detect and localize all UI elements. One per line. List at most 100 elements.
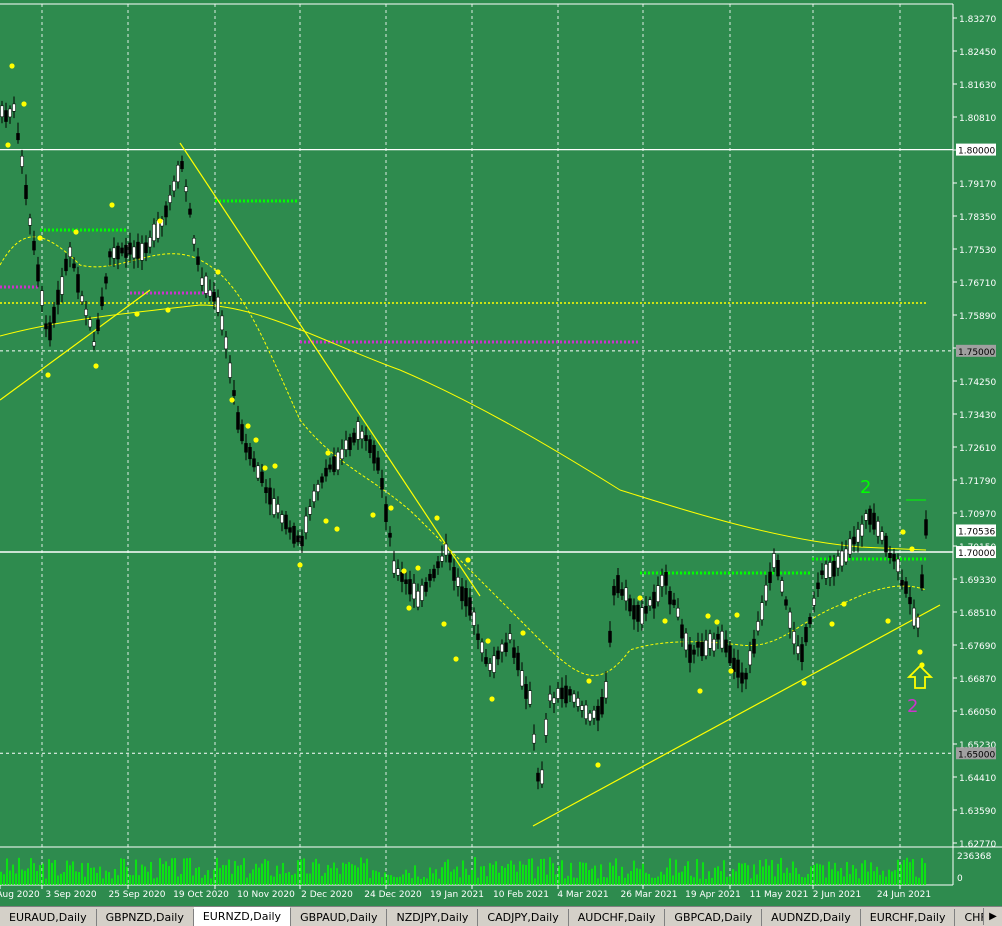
tab-audnzd[interactable]: AUDNZD,Daily <box>762 909 861 926</box>
candle-body <box>204 275 208 294</box>
candle-body <box>624 587 628 602</box>
fractal-dot <box>5 142 11 148</box>
candle-body <box>24 185 28 199</box>
date-axis-label: 26 Mar 2021 <box>620 890 677 900</box>
candle-body <box>608 630 612 643</box>
candle-body <box>760 602 764 621</box>
candle-body <box>92 341 96 347</box>
candle-body <box>40 290 44 306</box>
tab-eurchf[interactable]: EURCHF,Daily <box>861 909 956 926</box>
candle-body <box>792 631 796 645</box>
candle-body <box>844 548 848 563</box>
candle-body <box>236 412 240 430</box>
candle-body <box>352 432 356 443</box>
tab-nzdjpy[interactable]: NZDJPY,Daily <box>387 909 479 926</box>
candle-body <box>732 657 736 672</box>
candle-body <box>696 641 700 648</box>
candle-body <box>604 681 608 699</box>
candle-body <box>276 504 280 513</box>
candle-body <box>448 554 452 563</box>
price-axis-label: 1.74250 <box>959 378 996 388</box>
candle-body <box>72 263 76 269</box>
tab-euraud[interactable]: EURAUD,Daily <box>0 909 97 926</box>
candle-body <box>572 693 576 703</box>
candle-body <box>788 611 792 629</box>
price-axis-label: 1.83270 <box>959 15 996 25</box>
candle-body <box>644 605 648 614</box>
candle-body <box>752 638 756 654</box>
candle-body <box>416 590 420 608</box>
fractal-dot <box>325 450 331 456</box>
candle-body <box>620 589 624 596</box>
candle-body <box>816 582 820 589</box>
tab-gbpnzd[interactable]: GBPNZD,Daily <box>97 909 194 926</box>
tab-eurnzd[interactable]: EURNZD,Daily <box>193 907 292 926</box>
candle-body <box>584 704 588 719</box>
tab-audchf[interactable]: AUDCHF,Daily <box>569 909 666 926</box>
candle-body <box>312 490 316 502</box>
price-chart[interactable]: 1.832701.824501.816301.808101.799901.791… <box>0 0 1002 906</box>
wave-label-bottom: 2 <box>907 696 918 717</box>
candle-body <box>784 599 788 606</box>
candle-body <box>860 524 864 537</box>
fractal-dot <box>714 619 720 625</box>
tab-gbpcad[interactable]: GBPCAD,Daily <box>665 909 763 926</box>
fractal-dot <box>734 612 740 618</box>
candle-body <box>900 579 904 586</box>
candle-body <box>260 471 264 484</box>
candle-body <box>772 553 776 568</box>
candle-body <box>800 644 804 662</box>
price-axis-label: 1.63590 <box>959 807 996 817</box>
candle-body <box>304 515 308 533</box>
candle-body <box>120 247 124 254</box>
candle-body <box>468 597 472 616</box>
price-marker-label: 1.70536 <box>958 527 995 537</box>
candle-body <box>804 626 808 643</box>
candle-body <box>560 687 564 700</box>
candle-body <box>44 323 48 330</box>
candle-body <box>536 772 540 782</box>
candle-body <box>420 585 424 601</box>
candle-body <box>528 690 532 705</box>
candle-body <box>700 641 704 657</box>
fractal-dot <box>728 668 734 674</box>
tab-cadjpy[interactable]: CADJPY,Daily <box>478 909 569 926</box>
candle-body <box>396 568 400 576</box>
date-axis-label: 2 Dec 2020 <box>301 890 353 900</box>
candle-body <box>736 659 740 678</box>
candle-body <box>308 506 312 515</box>
tab-gbpaud[interactable]: GBPAUD,Daily <box>291 909 388 926</box>
candle-body <box>920 574 924 589</box>
date-axis-label: 19 Oct 2020 <box>173 890 229 900</box>
fractal-dot <box>520 630 526 636</box>
price-axis-label: 1.75890 <box>959 312 996 322</box>
candle-body <box>392 560 396 574</box>
candle-body <box>336 451 340 470</box>
candle-body <box>212 292 216 302</box>
fractal-dot <box>401 568 407 574</box>
candle-body <box>428 573 432 581</box>
candle-body <box>172 181 176 192</box>
date-axis-label: Aug 2020 <box>0 890 40 900</box>
candle-body <box>440 555 444 562</box>
candle-body <box>432 568 436 579</box>
candle-body <box>384 504 388 522</box>
candle-body <box>364 435 368 442</box>
fractal-dot <box>705 613 711 619</box>
candle-body <box>660 575 664 587</box>
price-marker-label: 1.70000 <box>958 549 995 559</box>
candle-body <box>824 564 828 579</box>
candle-body <box>272 498 276 515</box>
candle-body <box>500 643 504 653</box>
fractal-dot <box>697 688 703 694</box>
candle-body <box>724 639 728 653</box>
candle-body <box>196 256 200 265</box>
candle-body <box>712 639 716 652</box>
fractal-dot <box>453 656 459 662</box>
price-axis-label: 1.70970 <box>959 510 996 520</box>
fractal-dot <box>388 505 394 511</box>
candle-body <box>476 633 480 640</box>
tab-scroll-right-icon[interactable]: ▶ <box>983 908 1002 925</box>
price-marker-box <box>956 143 996 156</box>
